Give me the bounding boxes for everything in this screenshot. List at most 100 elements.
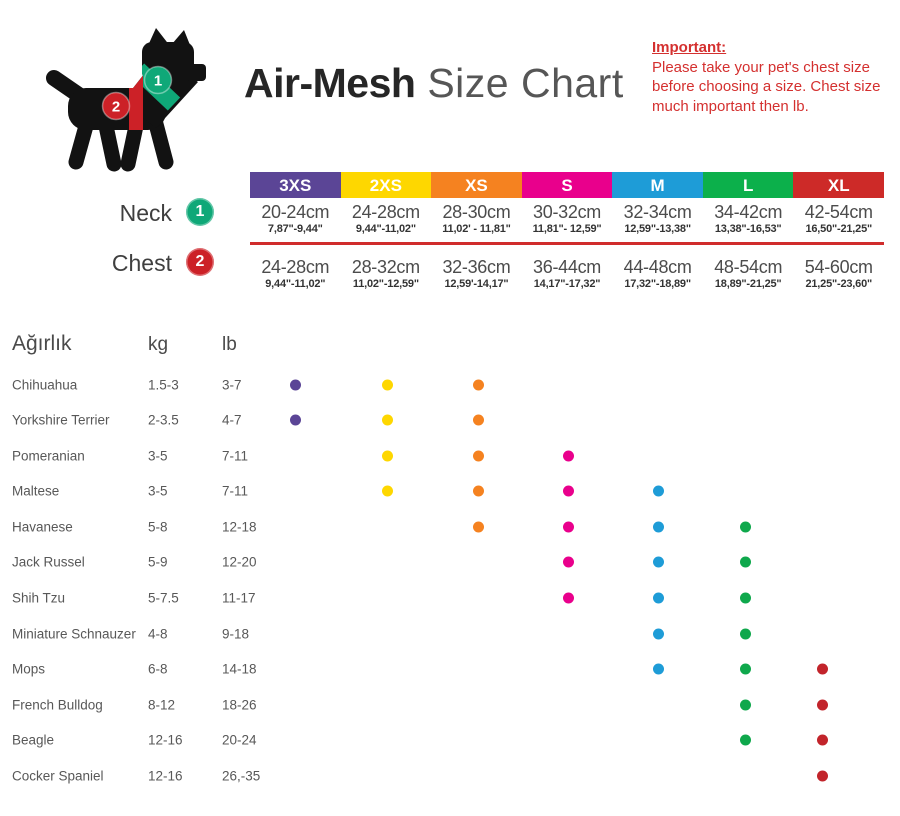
neck-cell-xl: 42-54cm 16,50"-21,25" [793, 202, 884, 236]
breed-lb: 14-18 [222, 661, 257, 677]
chest-cell-3xs: 24-28cm 9,44"-11,02" [250, 257, 341, 291]
chest-cell-s: 36-44cm 14,17"-17,32" [522, 257, 613, 291]
size-dot-s [562, 592, 574, 604]
neck-cm-m: 32-34cm [623, 202, 692, 222]
red-divider-line [250, 242, 884, 245]
size-dot-l [739, 628, 751, 640]
size-dot-xs [472, 521, 484, 533]
breed-row: Chihuahua 1.5-3 3-7 [0, 367, 900, 403]
breed-name: French Bulldog [12, 697, 103, 713]
kg-column-header: kg [148, 334, 169, 355]
dog-snout [186, 64, 206, 81]
neck-inches-l: 13,38"-16,53" [714, 223, 782, 235]
breed-kg: 12-16 [148, 768, 183, 784]
breed-kg: 8-12 [148, 697, 176, 713]
neck-values-row: 20-24cm 7,87"-9,44" 24-28cm 9,44"-11,02" 28-… [250, 202, 884, 236]
important-note: Important: Please take your pet's chest … [652, 38, 894, 116]
chest-inches-xs: 12,59'-14,17" [444, 278, 509, 290]
chest-inches-xl: 21,25"-23,60" [805, 278, 873, 290]
breed-lb: 12-20 [222, 554, 257, 570]
breed-name: Mops [12, 661, 46, 677]
neck-cm-s: 30-32cm [533, 202, 601, 222]
breed-row: Beagle 12-16 20-24 [0, 722, 900, 758]
breed-name: Pomeranian [12, 448, 85, 464]
neck-inches-s: 11,81"- 12,59" [532, 223, 602, 235]
chest-badge-on-dog [101, 91, 131, 121]
neck-cell-xs: 28-30cm 11,02' - 11,81" [431, 202, 522, 236]
breed-lb: 7-11 [222, 483, 249, 499]
breed-kg: 4-8 [148, 626, 168, 642]
chest-cm-l: 48-54cm [714, 257, 783, 277]
dog-ear [146, 28, 170, 50]
neck-inches-xl: 16,50"-21,25" [805, 223, 873, 235]
breed-lb: 7-11 [222, 448, 249, 464]
breed-kg: 12-16 [148, 732, 183, 748]
size-dot-m [652, 485, 664, 497]
size-dot-m [652, 592, 664, 604]
breed-row: Yorkshire Terrier 2-3.5 4-7 [0, 402, 900, 438]
breed-kg: 5-8 [148, 519, 168, 535]
page-title-suffix: Size Chart [415, 60, 624, 106]
breed-lb: 20-24 [222, 732, 257, 748]
chest-cm-xs: 32-36cm [442, 257, 511, 277]
breed-kg: 3-5 [148, 483, 168, 499]
size-dot-s [562, 485, 574, 497]
chest-inches-m: 17,32"-18,89" [624, 278, 691, 290]
breed-kg: 1.5-3 [148, 377, 179, 393]
neck-cell-2xs: 24-28cm 9,44"-11,02" [341, 202, 432, 236]
breed-name: Maltese [12, 483, 60, 499]
breed-name: Yorkshire Terrier [12, 412, 110, 428]
neck-cell-s: 30-32cm 11,81"- 12,59" [522, 202, 613, 236]
neck-badge-number: 1 [154, 73, 162, 90]
neck-inches-2xs: 9,44"-11,02" [355, 223, 416, 235]
weight-column-header: Ağırlık [12, 332, 72, 355]
chest-cell-2xs: 28-32cm 11,02"-12,59" [341, 257, 432, 291]
size-dot-xs [472, 414, 484, 426]
breed-name: Jack Russel [12, 554, 85, 570]
breed-name: Beagle [12, 732, 55, 748]
breed-name: Miniature Schnauzer [12, 626, 136, 642]
chest-inches-2xs: 11,02"-12,59" [352, 278, 419, 290]
chest-cell-m: 44-48cm 17,32"-18,89" [612, 257, 703, 291]
chest-cm-2xs: 28-32cm [351, 257, 420, 277]
lb-column-header: lb [222, 334, 237, 355]
dog-leg [148, 116, 174, 170]
neck-inches-3xs: 7,87"-9,44" [267, 223, 323, 235]
size-dot-s [562, 521, 574, 533]
size-dot-l [739, 556, 751, 568]
neck-inches-xs: 11,02' - 11,81" [442, 223, 511, 235]
breed-kg: 6-8 [148, 661, 168, 677]
breed-row: Shih Tzu 5-7.5 11-17 [0, 580, 900, 616]
size-header-xl: XL [793, 172, 885, 198]
size-dot-xs [472, 450, 484, 462]
size-dot-m [652, 663, 664, 675]
neck-inches-m: 12,59"-13,38" [624, 223, 691, 235]
breed-row: Jack Russel 5-9 12-20 [0, 544, 900, 580]
size-header-xs: XS [431, 172, 522, 198]
neck-cell-m: 32-34cm 12,59"-13,38" [612, 202, 703, 236]
neck-number-badge: 1 [186, 198, 214, 226]
size-dot-l [739, 521, 751, 533]
size-table: 3XS 2XS XS S M L XL 20-24cm 7,87"-9,44" 24-28cm 9… [250, 172, 885, 291]
neck-cell-3xs: 20-24cm 7,87"-9,44" [250, 202, 341, 236]
breed-row: Havanese 5-8 12-18 [0, 509, 900, 545]
size-dot-3xs [289, 379, 301, 391]
chest-inches-l: 18,89"-21,25" [714, 278, 782, 290]
chest-cell-xs: 32-36cm 12,59'-14,17" [431, 257, 522, 291]
dog-leg [98, 118, 122, 172]
breed-row: Mops 6-8 14-18 [0, 651, 900, 687]
breed-row: Pomeranian 3-5 7-11 [0, 438, 900, 474]
size-dot-xs [472, 485, 484, 497]
breed-row: Cocker Spaniel 12-16 26,-35 [0, 758, 900, 794]
dog-ear [172, 30, 192, 50]
size-header-m: M [612, 172, 703, 198]
size-header-3xs: 3XS [250, 172, 341, 198]
important-note-line: much important then lb. [652, 97, 809, 115]
breed-row: Miniature Schnauzer 4-8 9-18 [0, 616, 900, 652]
size-dot-2xs [381, 450, 393, 462]
chest-values-row: 24-28cm 9,44"-11,02" 28-32cm 11,02"-12,59" 3… [250, 257, 884, 291]
size-dot-xl [816, 699, 828, 711]
breed-lb: 11-17 [222, 590, 256, 606]
page-title: Air-Mesh Size Chart [244, 60, 624, 107]
